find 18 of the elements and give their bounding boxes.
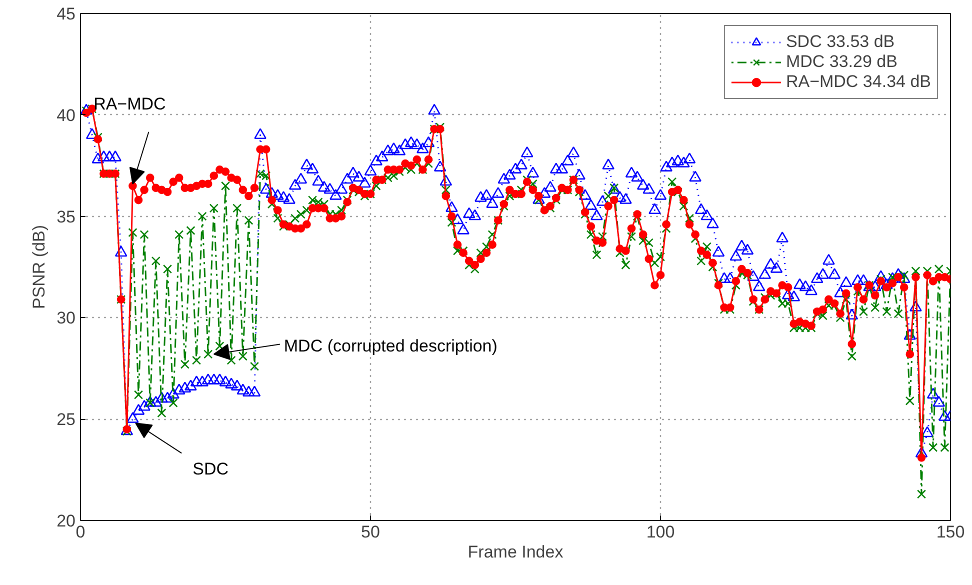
legend-label: MDC 33.29 dB xyxy=(786,52,898,72)
legend-label: RA−MDC 34.34 dB xyxy=(786,72,931,92)
x-tick-label: 0 xyxy=(76,522,86,542)
y-tick-label: 35 xyxy=(56,207,76,226)
annotation: SDC xyxy=(192,460,229,479)
annotation: MDC (corrupted description) xyxy=(284,336,498,356)
annotation: RA−MDC xyxy=(94,94,166,114)
x-tick-label: 50 xyxy=(361,522,380,542)
y-tick-label: 40 xyxy=(56,106,76,125)
y-tick-label: 45 xyxy=(56,4,76,24)
y-axis-title: PSNR (dB) xyxy=(30,224,49,310)
y-tick-label: 30 xyxy=(56,308,76,328)
legend-label: SDC 33.53 dB xyxy=(786,32,895,52)
x-tick-label: 150 xyxy=(936,522,965,542)
y-tick-label: 25 xyxy=(56,410,76,430)
x-axis-title: Frame Index xyxy=(468,542,564,562)
x-tick-label: 100 xyxy=(646,522,675,542)
y-tick-label: 20 xyxy=(56,512,76,530)
